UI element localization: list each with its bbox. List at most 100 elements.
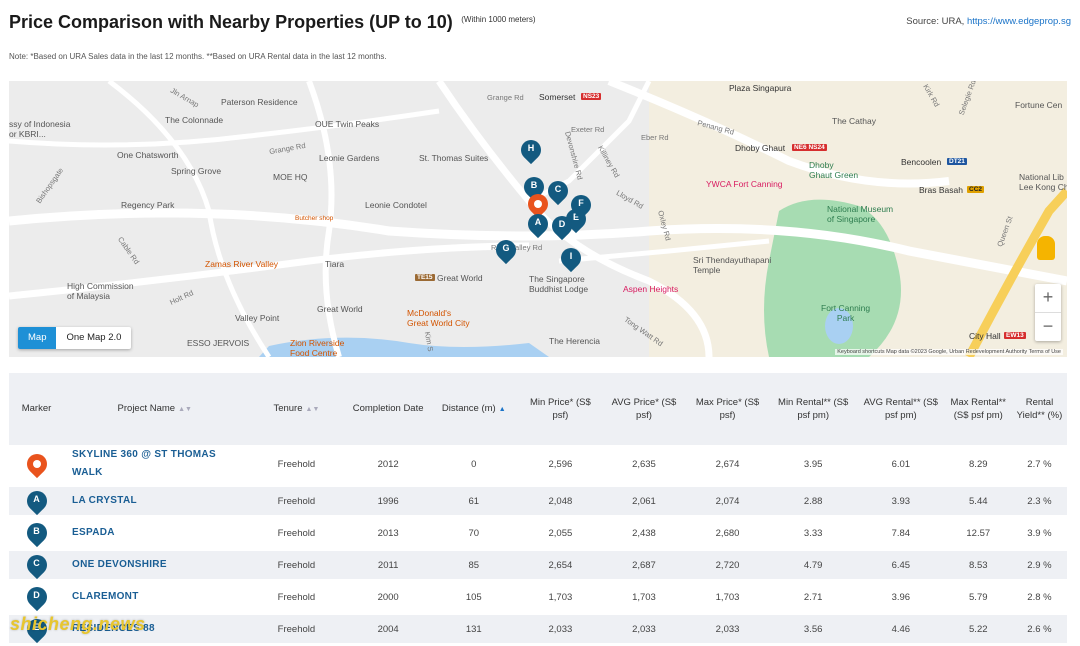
- table-row[interactable]: C ONE DEVONSHIRE Freehold 2011 85 2,654 2,687 2…: [9, 549, 1067, 583]
- map-marker-e[interactable]: E: [561, 204, 591, 234]
- sort-icon: ▲▼: [178, 406, 192, 414]
- row-marker-cell: [9, 445, 65, 487]
- map-marker-a[interactable]: A: [523, 209, 553, 239]
- project-name-link[interactable]: RESIDENCES 88: [64, 613, 246, 646]
- table-row[interactable]: D CLAREMONT Freehold 2000 105 1,703 1,703 1,703…: [9, 581, 1067, 615]
- table-row[interactable]: SKYLINE 360 @ ST THOMAS WALK Freehold 2012…: [9, 445, 1067, 487]
- table-row[interactable]: B ESPADA Freehold 2013 70 2,055 2,438 2,680 3.33…: [9, 517, 1067, 551]
- road-exeter: Exeter Rd: [571, 125, 605, 134]
- cell-completion: 2004: [347, 613, 429, 646]
- col-rental-yield-label: Rental Yield** (%): [1016, 396, 1063, 421]
- map-type-switcher: Map One Map 2.0: [18, 327, 132, 349]
- cell-distance: 105: [428, 581, 519, 615]
- mrt-ne6: NE6 NS24: [792, 144, 827, 151]
- cell-yield: 2.9 %: [1011, 549, 1067, 583]
- cell-min-rental: 2.88: [769, 485, 857, 519]
- page-header: Price Comparison with Nearby Properties …: [9, 12, 1071, 42]
- cell-min-price: 2,654: [518, 549, 603, 583]
- sort-active-icon: ▲: [498, 406, 506, 414]
- col-min-price[interactable]: Min Price* (S$ psf): [519, 373, 603, 445]
- col-avg-price[interactable]: AVG Price* (S$ psf): [602, 373, 686, 445]
- map-label-zion: Zion Riverside Food Centre: [290, 338, 345, 357]
- marker-pin-icon: C: [22, 550, 51, 579]
- marker-pin-icon: D: [22, 582, 51, 611]
- map-label-great-world-mrt: Great World: [437, 273, 483, 283]
- cell-min-rental: 3.56: [769, 613, 857, 646]
- project-name-link[interactable]: ONE DEVONSHIRE: [64, 549, 246, 583]
- tab-one-map[interactable]: One Map 2.0: [66, 332, 122, 343]
- map-view[interactable]: Paterson Residence The Colonnade ssy of …: [9, 81, 1067, 357]
- road-eber: Eber Rd: [641, 133, 669, 142]
- map-marker-i[interactable]: I: [556, 243, 586, 273]
- cell-max-rental: 8.53: [944, 549, 1012, 583]
- zoom-controls: + −: [1035, 284, 1061, 341]
- map-background[interactable]: [9, 81, 1067, 357]
- table-row[interactable]: E RESIDENCES 88 Freehold 2004 131 2,033 2,033 2…: [9, 613, 1067, 646]
- table-row[interactable]: A LA CRYSTAL Freehold 1996 61 2,048 2,061 2,074…: [9, 485, 1067, 519]
- cell-completion: 2000: [347, 581, 429, 615]
- map-marker-c[interactable]: C: [543, 176, 573, 206]
- marker-letter: D: [33, 589, 40, 600]
- map-marker-f[interactable]: F: [566, 190, 596, 220]
- cell-min-price: 2,048: [518, 485, 603, 519]
- source-label: Source: URA,: [906, 16, 965, 27]
- cell-avg-rental: 3.93: [856, 485, 945, 519]
- project-name-link[interactable]: LA CRYSTAL: [64, 485, 246, 519]
- map-label-ywca: YWCA Fort Canning: [706, 179, 783, 189]
- cell-avg-rental: 7.84: [856, 517, 945, 551]
- cell-min-price: 2,055: [518, 517, 603, 551]
- cell-max-price: 2,680: [685, 517, 770, 551]
- map-marker-a-letter: A: [534, 217, 542, 227]
- map-label-buddhist: The Singapore Buddhist Lodge: [529, 274, 589, 295]
- col-tenure[interactable]: Tenure ▲▼: [245, 373, 347, 445]
- subject-marker-pin-icon: [22, 449, 51, 478]
- col-rental-yield[interactable]: Rental Yield** (%): [1012, 373, 1067, 445]
- cell-max-rental: 8.29: [944, 445, 1012, 487]
- cell-max-rental: 5.22: [944, 613, 1012, 646]
- map-marker-g[interactable]: G: [491, 235, 521, 265]
- tab-map[interactable]: Map: [18, 327, 57, 349]
- col-marker-label: Marker: [21, 403, 52, 415]
- map-label-colonnade: The Colonnade: [165, 115, 224, 125]
- col-max-price[interactable]: Max Price* (S$ psf): [686, 373, 770, 445]
- map-label-great-world: Great World: [317, 304, 363, 314]
- cell-yield: 3.9 %: [1011, 517, 1067, 551]
- map-label-esso: ESSO JERVOIS: [187, 338, 250, 348]
- cell-avg-price: 2,033: [602, 613, 686, 646]
- col-avg-rental-label: AVG Rental** (S$ psf pm): [863, 396, 938, 421]
- project-name-link[interactable]: SKYLINE 360 @ ST THOMAS WALK: [64, 445, 246, 487]
- map-marker-h[interactable]: H: [516, 135, 546, 165]
- col-distance[interactable]: Distance (m) ▲: [429, 373, 519, 445]
- col-min-rental-label: Min Rental** (S$ psf pm): [778, 396, 849, 421]
- street-view-pegman-icon[interactable]: [1037, 236, 1055, 260]
- map-label-herencia: The Herencia: [549, 336, 601, 346]
- map-marker-b[interactable]: B: [519, 172, 549, 202]
- cell-tenure: Freehold: [245, 445, 348, 487]
- cell-min-rental: 2.71: [769, 581, 857, 615]
- zoom-in-button[interactable]: +: [1042, 287, 1054, 307]
- cell-min-price: 1,703: [518, 581, 603, 615]
- map-marker-subject[interactable]: [523, 189, 553, 219]
- project-name-link[interactable]: CLAREMONT: [64, 581, 246, 615]
- project-name-link[interactable]: ESPADA: [64, 517, 246, 551]
- cell-max-price: 2,674: [685, 445, 770, 487]
- zoom-out-button[interactable]: −: [1042, 316, 1054, 336]
- col-project-name-label: Project Name: [117, 403, 176, 415]
- cell-max-price: 1,703: [685, 581, 770, 615]
- cell-max-rental: 12.57: [944, 517, 1012, 551]
- zoom-divider: [1035, 312, 1061, 313]
- marker-letter: B: [33, 525, 40, 536]
- col-max-rental[interactable]: Max Rental** (S$ psf pm): [945, 373, 1012, 445]
- map-label-dhoby-green: Dhoby Ghaut Green: [809, 160, 859, 181]
- source-link[interactable]: https://www.edgeprop.sg: [966, 16, 1071, 27]
- col-min-rental[interactable]: Min Rental** (S$ psf pm): [769, 373, 857, 445]
- col-avg-rental[interactable]: AVG Rental** (S$ psf pm): [857, 373, 945, 445]
- cell-min-price: 2,033: [518, 613, 603, 646]
- marker-letter: E: [33, 621, 40, 632]
- map-attribution[interactable]: Keyboard shortcuts Map data ©2023 Google…: [835, 349, 1063, 355]
- col-project-name[interactable]: Project Name ▲▼: [64, 373, 245, 445]
- col-completion[interactable]: Completion Date: [347, 373, 429, 445]
- data-note: Note: *Based on URA Sales data in the la…: [9, 52, 387, 61]
- map-marker-d[interactable]: D: [547, 211, 577, 241]
- cell-distance: 131: [428, 613, 519, 646]
